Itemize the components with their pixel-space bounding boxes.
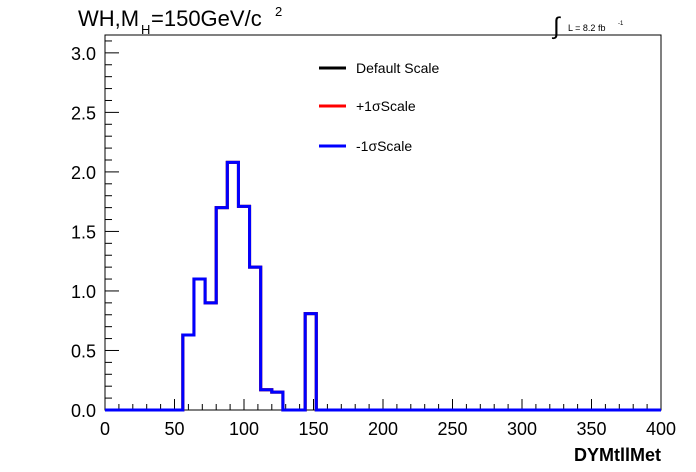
- x-tick-label: 300: [507, 419, 537, 439]
- x-tick-label: 150: [298, 419, 328, 439]
- y-tick-label: 0.0: [71, 401, 96, 421]
- x-tick-label: 350: [576, 419, 606, 439]
- legend: Default Scale +1σScale -1σScale: [319, 60, 439, 154]
- x-tick-label: 200: [368, 419, 398, 439]
- lumi-integral: ∫: [551, 13, 561, 40]
- x-tick-label: 0: [100, 419, 110, 439]
- legend-label: Default Scale: [356, 60, 439, 76]
- x-axis-title: DYMtllMet: [574, 445, 661, 465]
- y-tick-label: 1.5: [71, 222, 96, 242]
- legend-label: +1σScale: [356, 98, 416, 114]
- y-tick-label: 3.0: [71, 44, 96, 64]
- title-subscript: H: [141, 22, 150, 37]
- series-line-2: [105, 160, 661, 412]
- x-tick-label: 50: [164, 419, 184, 439]
- series-line-1: [105, 160, 661, 412]
- series-line-0: [105, 160, 661, 412]
- x-tick-label: 250: [437, 419, 467, 439]
- x-tick-label: 100: [229, 419, 259, 439]
- y-tick-label: 2.5: [71, 103, 96, 123]
- lumi-text: L = 8.2 fb: [568, 23, 605, 33]
- y-tick-label: 2.0: [71, 163, 96, 183]
- y-tick-label: 1.0: [71, 282, 96, 302]
- lumi-superscript: -1: [618, 21, 624, 27]
- title-superscript: 2: [275, 4, 282, 19]
- legend-label: -1σScale: [356, 138, 412, 154]
- x-tick-label: 400: [646, 419, 676, 439]
- title-main: WH,M: [78, 6, 139, 31]
- series-layer: [105, 160, 661, 412]
- title-rest: =150GeV/c: [151, 6, 262, 31]
- plot-frame: [104, 34, 662, 411]
- y-tick-label: 0.5: [71, 341, 96, 361]
